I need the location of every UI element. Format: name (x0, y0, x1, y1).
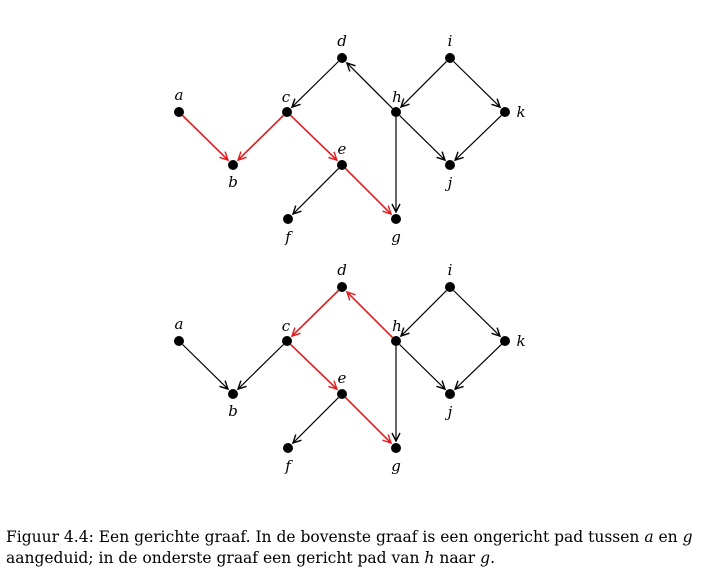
caption-text-mid2: aangeduid; in de onderste graaf een geri… (6, 549, 425, 567)
bottom-node-label-c: c (282, 317, 291, 335)
top-node-b (228, 160, 238, 170)
bottom-node-label-e: e (338, 369, 347, 387)
top-node-g (391, 214, 401, 224)
top-node-label-d: d (337, 32, 347, 50)
caption-text-suffix: . (490, 549, 496, 567)
top-edge-c-to-b (238, 114, 284, 161)
caption-text-prefix: Figuur 4.4: Een gerichte graaf. In de bo… (6, 528, 645, 546)
top-node-j (445, 160, 455, 170)
top-edge-c-to-e (290, 114, 337, 160)
bottom-edge-c-to-b (238, 344, 284, 390)
top-edge-e-to-g (344, 167, 392, 215)
caption-text-mid1: en (653, 528, 683, 546)
caption-var-a: a (644, 528, 654, 546)
top-node-label-g: g (391, 228, 401, 246)
caption-var-g2: g (480, 549, 491, 567)
top-node-label-e: e (338, 140, 347, 158)
bottom-node-label-k: k (516, 332, 525, 350)
bottom-edge-d-to-c (292, 289, 339, 337)
top-node-label-k: k (516, 103, 525, 121)
top-node-h (391, 107, 401, 117)
bottom-node-a (174, 336, 184, 346)
top-node-i (445, 53, 455, 63)
bottom-edge-e-to-f (293, 397, 339, 444)
bottom-node-g (391, 443, 401, 453)
bottom-node-label-i: i (448, 261, 453, 279)
bottom-node-b (228, 389, 238, 399)
bottom-node-e (337, 389, 347, 399)
bottom-edge-h-to-j (399, 344, 445, 390)
top-graph: a b c d e f g h i j k (174, 32, 526, 246)
top-edge-h-to-d (347, 63, 393, 109)
top-node-k (500, 107, 510, 117)
caption-text-mid3: naar (434, 549, 481, 567)
bottom-node-j (445, 389, 455, 399)
bottom-node-label-j: j (445, 403, 453, 421)
bottom-node-label-b: b (228, 402, 238, 420)
top-node-d (337, 53, 347, 63)
bottom-node-h (391, 336, 401, 346)
bottom-edge-k-to-j (455, 344, 502, 389)
bottom-edge-e-to-g (344, 396, 392, 444)
caption-var-g: g (682, 528, 693, 546)
bottom-edge-h-to-d (347, 292, 394, 339)
bottom-node-k (500, 336, 510, 346)
top-edge-e-to-f (293, 168, 339, 215)
bottom-node-f (283, 443, 293, 453)
top-edge-i-to-k (453, 61, 500, 108)
bottom-node-d (337, 282, 347, 292)
top-node-label-a: a (175, 86, 184, 104)
top-node-a (174, 107, 184, 117)
bottom-node-label-g: g (391, 457, 401, 475)
top-node-label-j: j (445, 174, 453, 192)
top-edge-h-to-j (399, 115, 445, 161)
bottom-node-label-d: d (337, 261, 347, 279)
bottom-graph: a b c d e f g h i j k (174, 261, 526, 475)
bottom-edge-c-to-e (290, 343, 337, 389)
figure-caption: Figuur 4.4: Een gerichte graaf. In de bo… (6, 527, 706, 569)
top-edge-k-to-j (455, 115, 502, 160)
top-node-e (337, 160, 347, 170)
top-node-label-c: c (282, 88, 291, 106)
top-node-label-f: f (284, 228, 293, 246)
top-node-f (283, 214, 293, 224)
bottom-edge-i-to-h (401, 290, 447, 337)
directed-graph-figure: a b c d e f g h i j k a b c d e f g h i j k (174, 32, 526, 475)
bottom-edge-a-to-b (182, 344, 228, 390)
bottom-node-label-f: f (284, 457, 293, 475)
bottom-node-c (282, 336, 292, 346)
bottom-node-label-a: a (175, 315, 184, 333)
caption-var-h: h (424, 549, 435, 567)
top-node-label-b: b (228, 173, 238, 191)
top-node-label-h: h (392, 88, 402, 106)
top-node-label-i: i (448, 32, 453, 50)
bottom-node-i (445, 282, 455, 292)
bottom-edge-i-to-k (453, 290, 500, 337)
top-edge-a-to-b (182, 114, 228, 161)
top-edge-i-to-h (401, 61, 447, 108)
top-node-c (282, 107, 292, 117)
top-edge-d-to-c (292, 61, 339, 108)
bottom-node-label-h: h (392, 317, 402, 335)
